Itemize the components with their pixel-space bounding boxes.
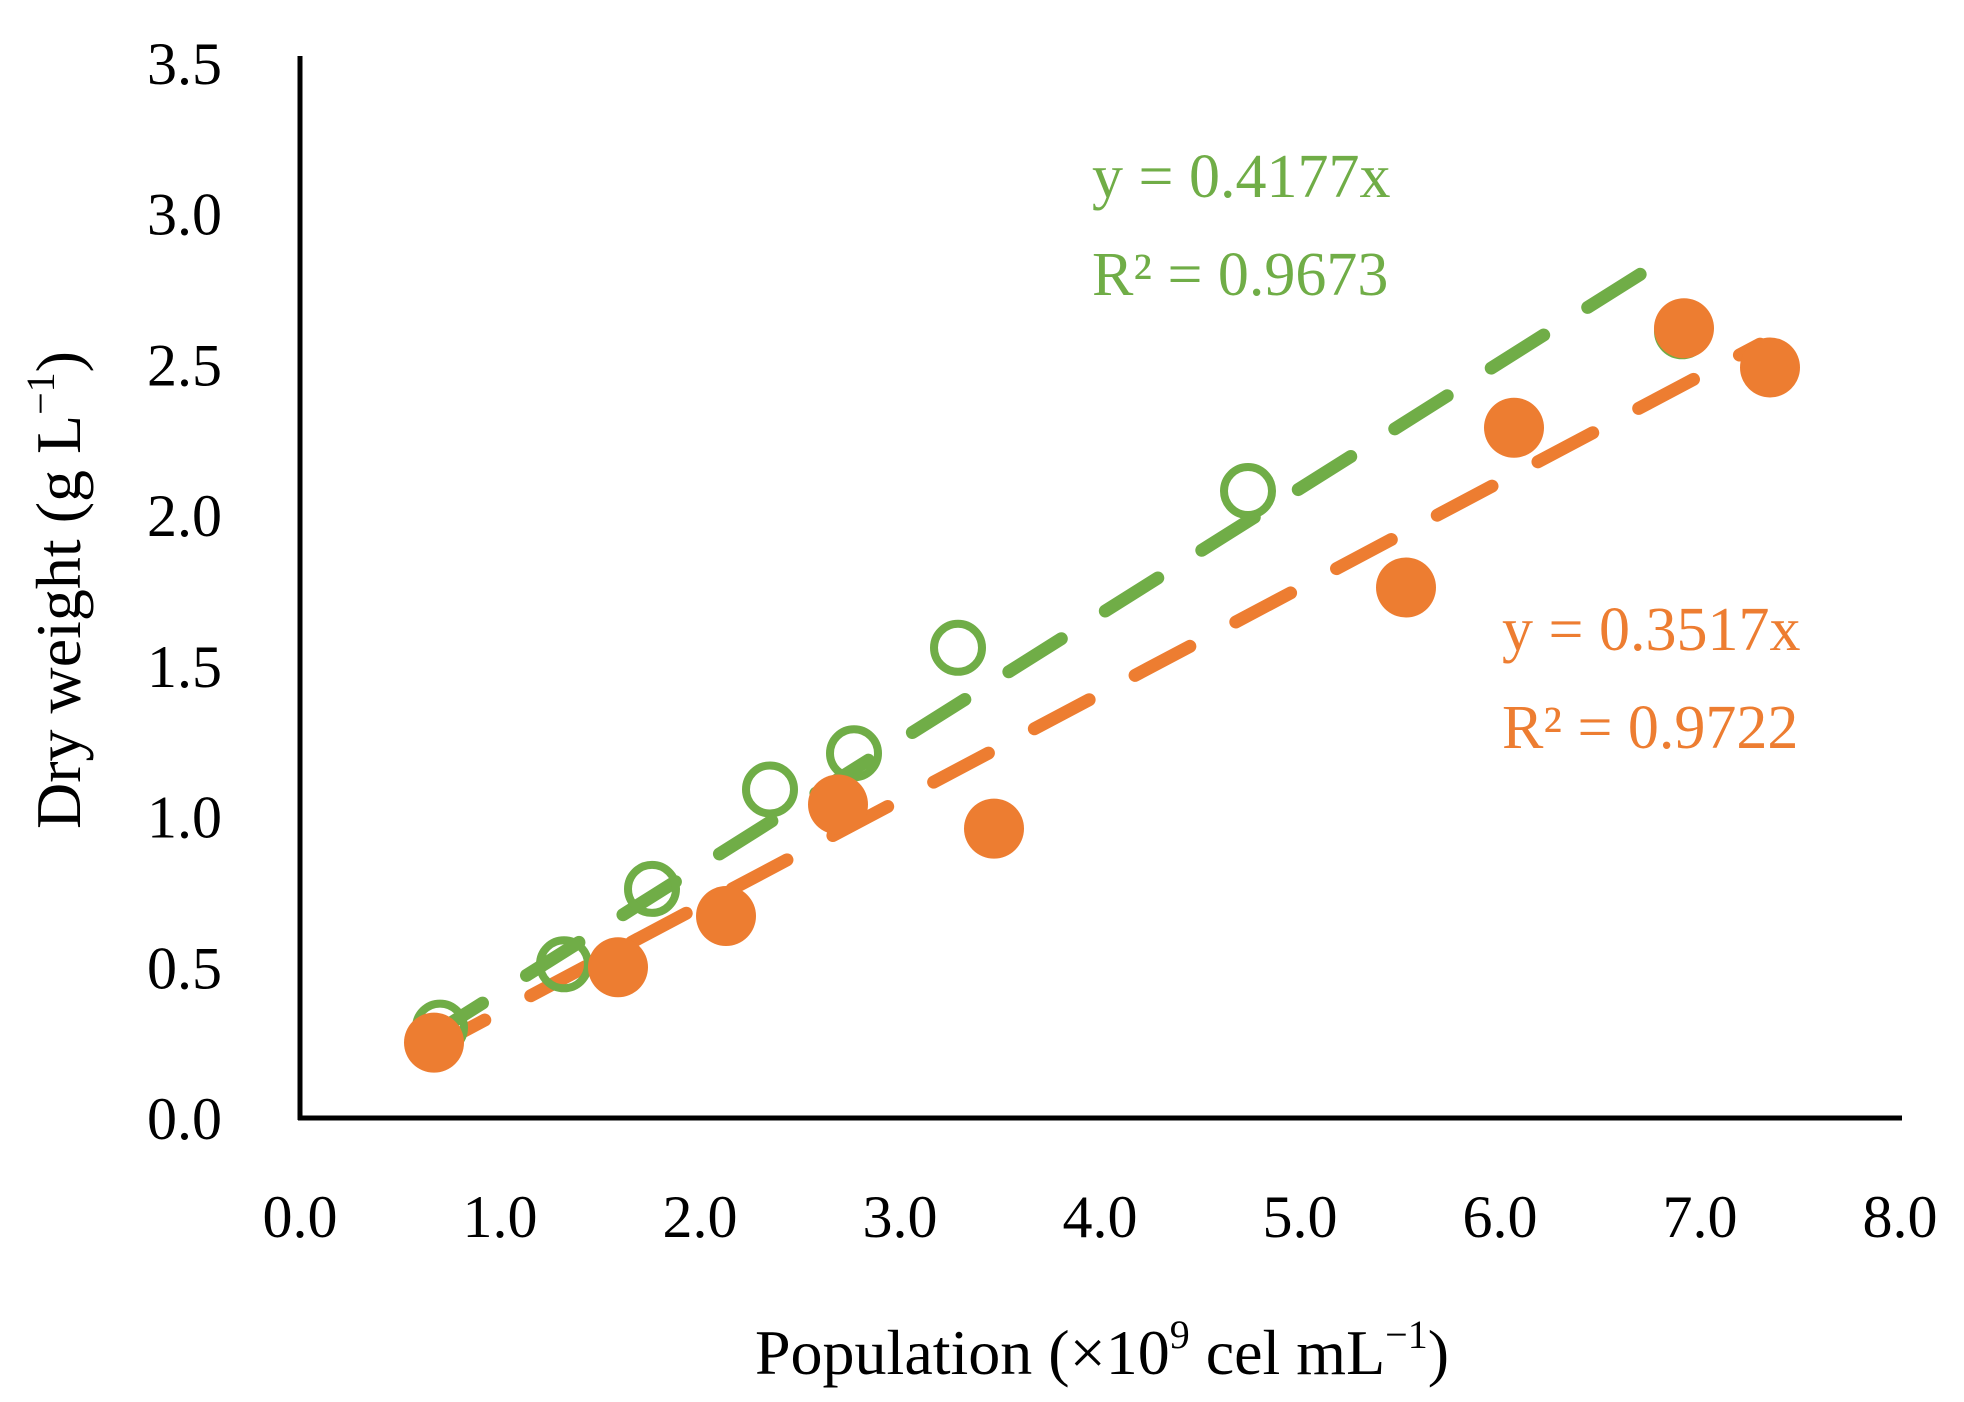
x-tick-label: 2.0	[663, 1184, 738, 1250]
y-tick-label: 3.5	[147, 31, 222, 97]
x-tick-label: 7.0	[1663, 1184, 1738, 1250]
y-tick-label: 0.5	[147, 935, 222, 1001]
y-tick-label: 1.5	[147, 634, 222, 700]
series-1-r2: R² = 0.9673	[1092, 241, 1388, 309]
data-point-series-1	[826, 725, 882, 782]
y-tick-label: 2.5	[147, 332, 222, 398]
series-2-equation: y = 0.3517x	[1502, 596, 1800, 664]
data-point-series-1	[930, 619, 986, 676]
y-tick-label: 2.0	[147, 483, 222, 549]
series-2-r2: R² = 0.9722	[1502, 694, 1798, 762]
data-point-series-2	[404, 1012, 464, 1073]
y-axis-title: Dry weight (g L−1)	[18, 351, 94, 829]
data-point-series-1	[742, 761, 798, 818]
x-tick-label: 3.0	[863, 1184, 938, 1250]
series-1-equation: y = 0.4177x	[1092, 143, 1390, 211]
data-points	[404, 298, 1800, 1073]
data-point-series-2	[808, 774, 868, 835]
data-point-series-1	[536, 936, 592, 993]
data-point-series-2	[696, 886, 756, 947]
y-tick-labels: 0.0 0.5 1.0 1.5 2.0 2.5 3.0 3.5	[147, 31, 222, 1152]
data-point-series-1	[624, 860, 680, 917]
data-point-series-2	[588, 937, 648, 998]
x-axis-title: Population (×109 cel mL−1)	[755, 1312, 1449, 1388]
y-tick-label: 3.0	[147, 182, 222, 248]
y-tick-label: 0.0	[147, 1086, 222, 1152]
x-tick-label: 0.0	[263, 1184, 338, 1250]
x-tick-label: 6.0	[1463, 1184, 1538, 1250]
y-tick-label: 1.0	[147, 785, 222, 851]
data-point-series-2	[964, 798, 1024, 859]
trendline-series-1	[423, 242, 1687, 1043]
data-point-series-2	[1376, 557, 1436, 618]
data-point-series-2	[1740, 337, 1800, 398]
data-point-series-2	[1484, 397, 1544, 458]
x-tick-label: 8.0	[1863, 1184, 1938, 1250]
x-tick-label: 5.0	[1263, 1184, 1338, 1250]
trendline-series-2	[423, 337, 1767, 1056]
data-point-series-2	[1654, 298, 1714, 359]
x-tick-label: 1.0	[463, 1184, 538, 1250]
x-tick-labels: 0.0 1.0 2.0 3.0 4.0 5.0 6.0 7.0 8.0	[263, 1184, 1938, 1250]
data-point-series-1	[1220, 463, 1276, 520]
x-tick-label: 4.0	[1063, 1184, 1138, 1250]
